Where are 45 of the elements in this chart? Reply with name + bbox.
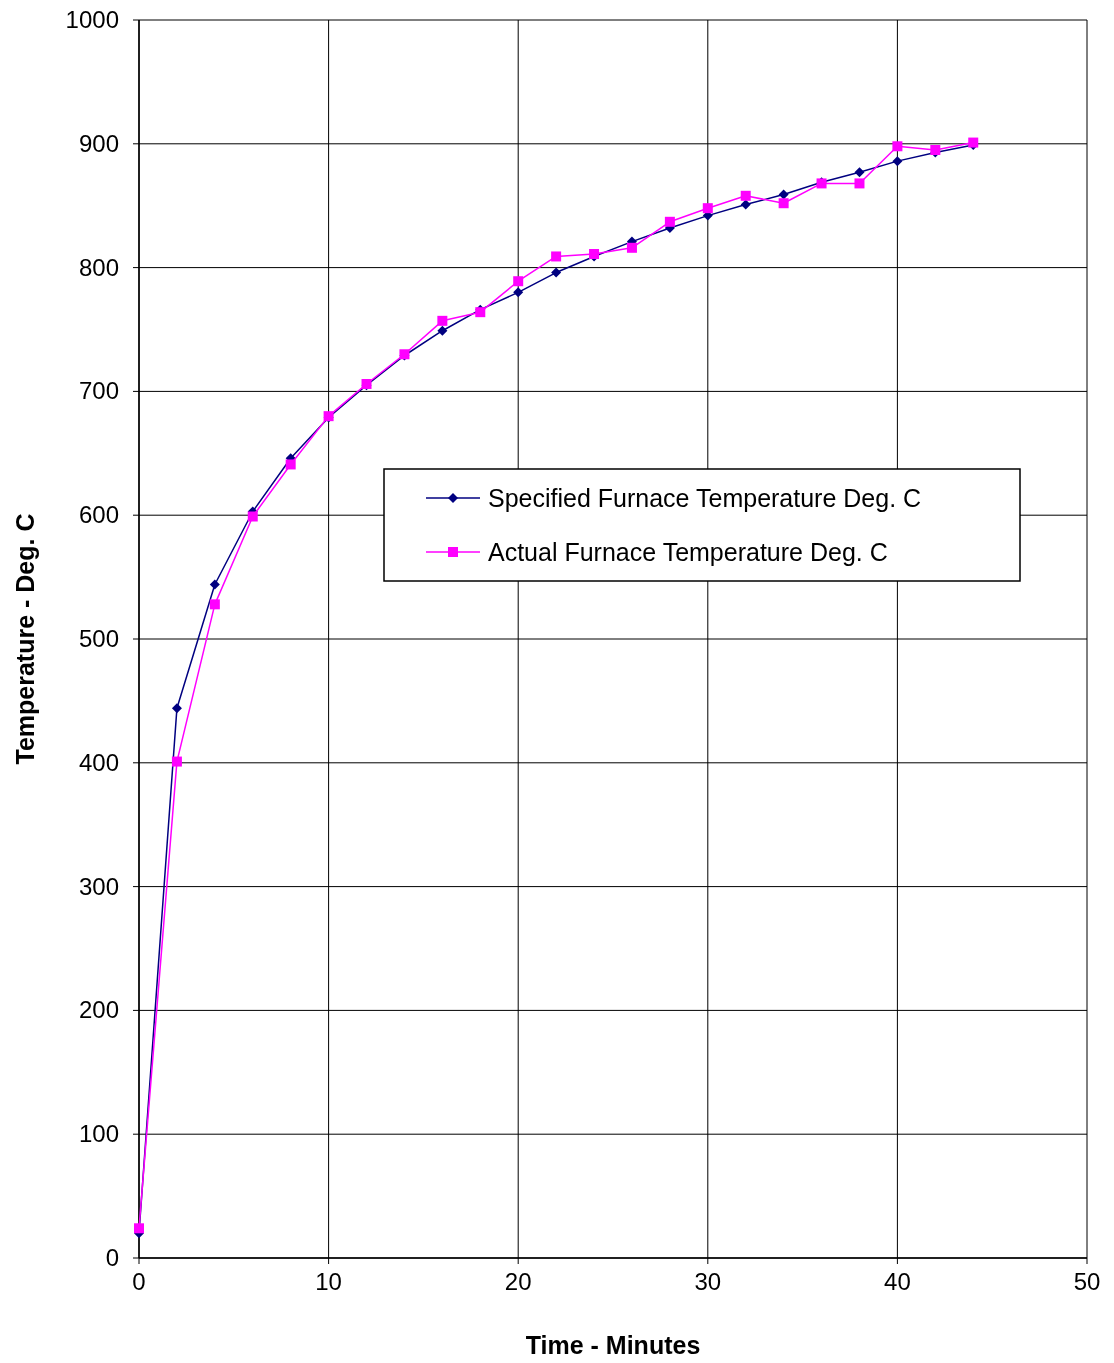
point bbox=[854, 167, 865, 178]
y-tick-label: 500 bbox=[78, 625, 119, 652]
point bbox=[247, 511, 258, 522]
point bbox=[740, 199, 751, 210]
point bbox=[513, 287, 524, 298]
point bbox=[437, 315, 448, 326]
x-axis-title: Time - Minutes bbox=[525, 1331, 701, 1359]
legend-label: Actual Furnace Temperature Deg. C bbox=[488, 538, 888, 566]
point bbox=[854, 178, 865, 189]
point bbox=[134, 1223, 144, 1234]
point bbox=[551, 267, 562, 278]
y-tick-label: 100 bbox=[78, 1120, 119, 1148]
point bbox=[702, 203, 713, 214]
point bbox=[892, 141, 903, 152]
point bbox=[892, 156, 903, 167]
legend-label: Specified Furnace Temperature Deg. C bbox=[488, 484, 922, 512]
x-tick-label: 50 bbox=[1073, 1268, 1101, 1295]
point bbox=[778, 198, 789, 209]
point bbox=[513, 276, 524, 287]
y-tick-label: 300 bbox=[78, 872, 119, 900]
point bbox=[740, 190, 751, 201]
point bbox=[171, 756, 182, 767]
x-tick-label: 20 bbox=[504, 1268, 532, 1295]
y-tick-label: 600 bbox=[78, 501, 119, 529]
y-tick-label: 400 bbox=[78, 748, 119, 776]
point bbox=[437, 325, 448, 336]
y-tick-label: 200 bbox=[78, 996, 119, 1024]
point bbox=[778, 189, 789, 200]
point bbox=[209, 579, 220, 590]
point bbox=[551, 251, 562, 262]
x-tick-label: 30 bbox=[694, 1268, 722, 1295]
point bbox=[626, 242, 637, 253]
point bbox=[285, 459, 296, 470]
point bbox=[171, 703, 182, 714]
y-tick-label: 800 bbox=[78, 253, 119, 281]
y-tick-label: 0 bbox=[105, 1244, 119, 1271]
x-tick-label: 10 bbox=[315, 1268, 342, 1295]
y-tick-label: 1000 bbox=[65, 6, 119, 33]
y-tick-label: 900 bbox=[78, 129, 119, 157]
x-tick-label: 40 bbox=[884, 1268, 911, 1295]
point bbox=[664, 216, 675, 227]
y-axis-title: Temperature - Deg. C bbox=[11, 513, 39, 765]
point bbox=[209, 599, 220, 610]
x-tick-label: 0 bbox=[132, 1268, 146, 1295]
y-tick-label: 700 bbox=[78, 377, 119, 405]
